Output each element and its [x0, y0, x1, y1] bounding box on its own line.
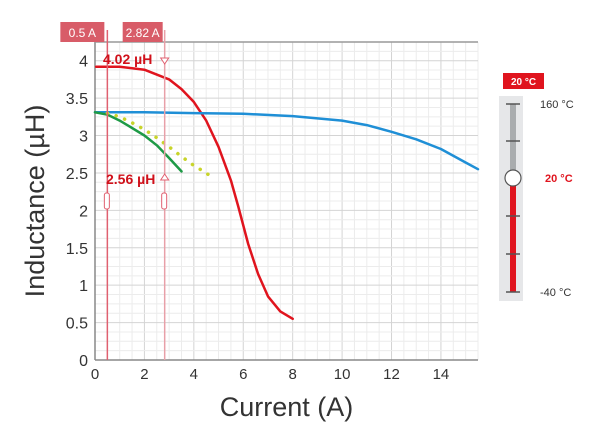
series-line-blue [93, 111, 480, 171]
y-tick-label: 0.5 [66, 316, 88, 333]
cursor-badge-2 [122, 22, 163, 42]
y-tick-label: 2.5 [66, 166, 88, 183]
cursor-handle-2 [161, 192, 168, 210]
cursor-badge-label: 2.82 A [126, 26, 160, 40]
x-tick-label: 8 [289, 366, 297, 383]
x-tick-label: 0 [91, 366, 99, 383]
y-tick-label: 0 [79, 353, 88, 370]
cursor-marker-down-icon [159, 57, 170, 65]
cursor-badge-label: 0.5 A [69, 26, 96, 40]
series-line-yellow [105, 111, 216, 181]
y-tick-label: 1.5 [66, 241, 88, 258]
y-tick-label: 4 [79, 54, 88, 71]
y-tick-label: 1 [79, 278, 88, 295]
x-tick-label: 6 [239, 366, 247, 383]
cursor-marker-up-icon [159, 173, 170, 181]
x-tick-label: 2 [140, 366, 148, 383]
x-tick-label: 14 [433, 366, 450, 383]
cursor-handle-1 [103, 192, 110, 210]
cursor-badge-1 [60, 22, 105, 42]
y-tick-label: 3 [79, 129, 88, 146]
y-tick-label: 2 [79, 203, 88, 220]
y-tick-label: 3.5 [66, 91, 88, 108]
x-tick-label: 10 [334, 366, 351, 383]
temperature-slider-track[interactable] [499, 96, 523, 301]
series-line-green [93, 111, 183, 173]
x-axis-label: Current (A) [220, 392, 354, 422]
cursor-value-1: 4.02 µH [103, 51, 152, 67]
y-axis-label: Inductance (µH) [20, 105, 50, 298]
cursor-value-2: 2.56 µH [106, 171, 155, 187]
x-tick-label: 4 [190, 366, 198, 383]
series-line-red [94, 65, 294, 321]
x-tick-label: 12 [383, 366, 400, 383]
